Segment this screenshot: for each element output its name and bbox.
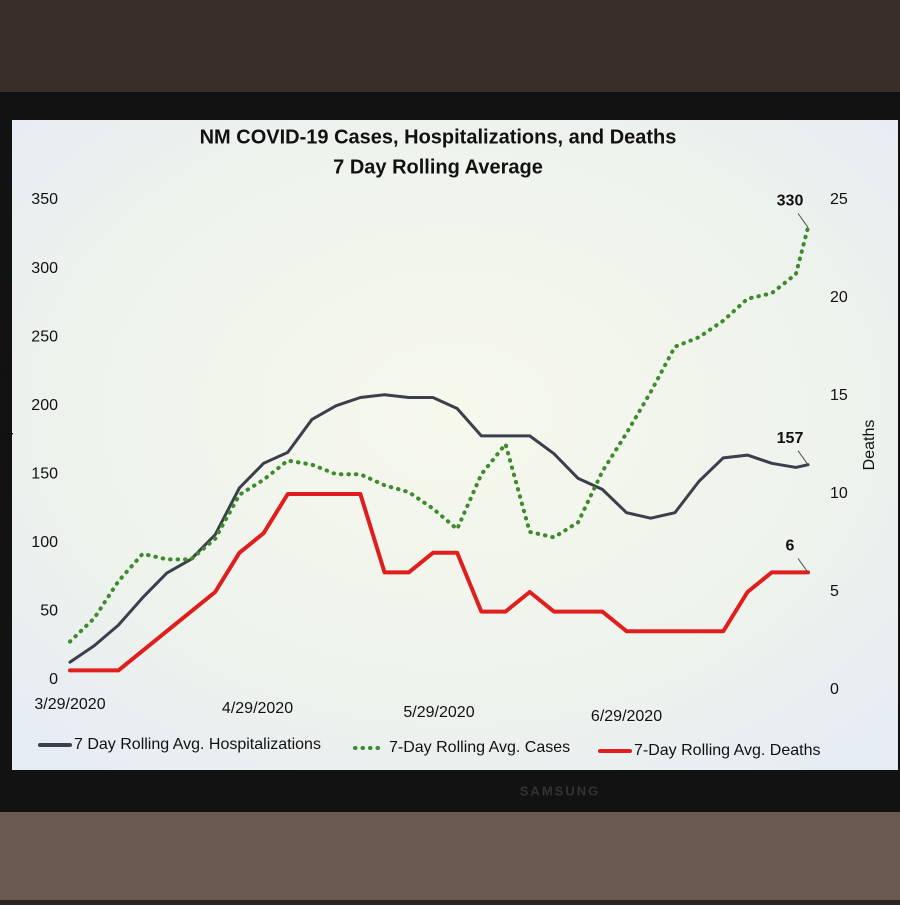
x-tick-label: 5/29/2020 (403, 704, 474, 721)
y2-axis-title: Deaths (861, 420, 878, 471)
label-leader (797, 558, 809, 573)
x-tick-label: 6/29/2020 (591, 708, 662, 725)
y-tick-label: 50 (40, 603, 58, 620)
y2-tick-label: 20 (830, 289, 848, 306)
y2-tick-label: 15 (830, 387, 848, 404)
y2-tick-label: 25 (830, 191, 848, 208)
y-tick-label: 200 (31, 397, 58, 414)
legend-label: 7-Day Rolling Avg. Cases (389, 739, 570, 756)
x-tick-label: 3/29/2020 (34, 696, 105, 713)
screen (12, 120, 898, 770)
y-tick-label: 150 (31, 466, 58, 483)
y-tick-label: 250 (31, 328, 58, 345)
chart-title: NM COVID-19 Cases, Hospitalizations, and… (200, 126, 677, 148)
data-label: 6 (786, 538, 795, 555)
chart-subtitle: 7 Day Rolling Average (333, 156, 543, 178)
data-label: 157 (777, 430, 804, 447)
desk (0, 812, 900, 900)
series-line (68, 393, 810, 664)
label-leader (797, 450, 809, 465)
y2-tick-label: 10 (830, 485, 848, 502)
y-tick-label: 300 (31, 260, 58, 277)
label-leader (797, 213, 809, 228)
y-tick-label: 100 (31, 534, 58, 551)
y-tick-label: 350 (31, 191, 58, 208)
legend-label: 7 Day Rolling Avg. Hospitalizations (74, 736, 321, 753)
wall (0, 0, 900, 100)
x-tick-label: 4/29/2020 (222, 700, 293, 717)
y-tick-label: 0 (49, 671, 58, 688)
y2-tick-label: 0 (830, 681, 839, 698)
y2-tick-label: 5 (830, 583, 839, 600)
series-line (68, 492, 810, 673)
y-axis-title: Cases & Hospitalizations (0, 357, 14, 523)
brand: SAMSUNG (520, 783, 600, 798)
data-label: 330 (777, 193, 804, 210)
legend-label: 7-Day Rolling Avg. Deaths (634, 742, 820, 759)
